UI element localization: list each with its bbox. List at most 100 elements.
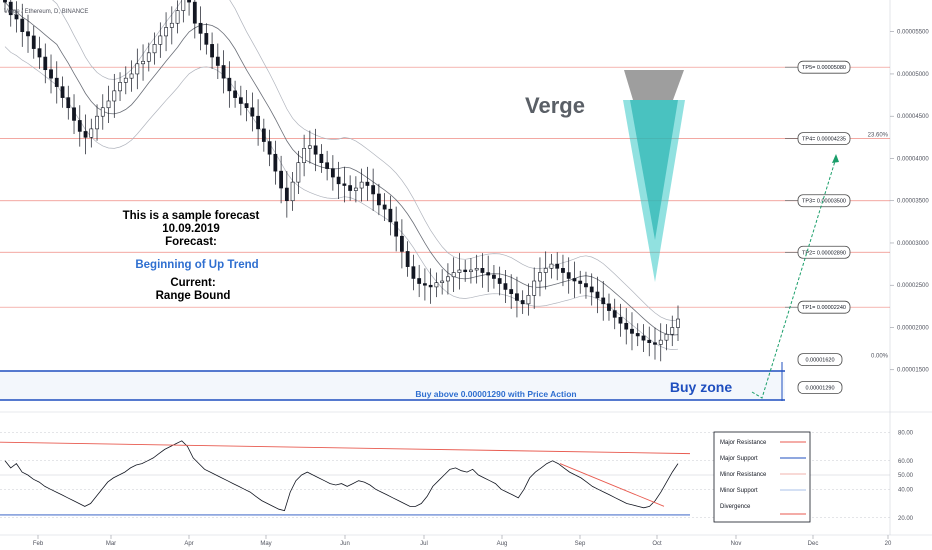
candle (394, 221, 399, 237)
candle (169, 22, 174, 28)
zone-label: 0.00001290 (805, 385, 834, 391)
candle (279, 170, 284, 189)
candle (233, 90, 237, 98)
time-tick-label: Feb (33, 541, 44, 547)
annotation-forecast-value: Beginning of Up Trend (135, 259, 258, 271)
tp-label: TP4= 0.00004235 (802, 137, 846, 143)
legend-item-label: Major Support (720, 456, 758, 462)
candle (342, 183, 347, 186)
tp-label: TP3= 0.00003500 (802, 199, 846, 205)
candle (8, 1, 13, 16)
fib-label: 23.60% (868, 133, 889, 139)
zone-label-box (797, 381, 843, 394)
candle (670, 327, 675, 335)
tp-label: TP2= 0.00002890 (802, 250, 846, 256)
candle (135, 63, 140, 75)
funnel-teal-dark (630, 100, 678, 240)
price-tick-label: 0.00002500 (897, 283, 929, 289)
price-tick-label: 0.00002000 (897, 325, 929, 331)
annotation-current-label: Current: (170, 277, 215, 289)
candle (72, 107, 76, 121)
candle (118, 82, 122, 92)
candle (428, 284, 433, 288)
time-axis-ticks: Feb Mar Apr May Jun Jul Aug Sep Oct Nov Dec 20 (33, 535, 892, 547)
rsi-tick-label: 50.00 (898, 473, 914, 479)
legend-item-label: Minor Resistance (720, 472, 767, 478)
funnel-gray (624, 70, 684, 100)
candle (457, 269, 462, 273)
price-axis (890, 0, 932, 550)
candle (515, 293, 519, 301)
candle (95, 115, 99, 130)
rsi-tick-label: 20.00 (898, 516, 914, 522)
candle (164, 27, 168, 37)
candle (112, 90, 117, 102)
middle-band (4, 1, 679, 336)
candle (26, 31, 30, 37)
time-tick-label: Jun (340, 541, 350, 547)
candle (238, 97, 243, 104)
candle (365, 181, 370, 186)
tp-label: TP5= 0.00005080 (802, 65, 846, 71)
price-tick-label: 0.00003500 (897, 199, 929, 205)
target-arrow-head (832, 154, 839, 163)
rsi-resistance-line (0, 441, 691, 455)
candle (141, 60, 145, 65)
candle (630, 328, 634, 334)
candle (676, 318, 680, 328)
candle (371, 185, 376, 195)
candle (526, 295, 531, 305)
candle (325, 162, 330, 169)
time-tick-label: Mar (106, 541, 116, 547)
candle (399, 235, 404, 252)
legend-items: Major Resistance Major Support Minor Resis… (720, 440, 806, 515)
candle (647, 339, 652, 343)
rsi-tick-label: 40.00 (898, 487, 914, 493)
price-tick-label: 0.00004500 (897, 114, 929, 120)
candle (549, 263, 554, 269)
legend-box (713, 431, 811, 523)
candle (359, 181, 364, 189)
candle (658, 339, 663, 345)
candle (612, 310, 617, 318)
candle (336, 176, 341, 185)
candle (595, 291, 600, 299)
candle (417, 278, 422, 284)
candle (446, 276, 450, 282)
price-tick-label: 0.00004000 (897, 156, 929, 162)
candle (451, 272, 456, 278)
tp-label: TP1= 0.00002240 (802, 305, 846, 311)
time-tick-label: Oct (652, 541, 662, 547)
candle (503, 283, 508, 290)
candle (307, 145, 312, 149)
candle (653, 342, 657, 345)
candle (83, 131, 88, 138)
time-tick-label: Sep (575, 541, 586, 547)
candle (532, 280, 537, 296)
candle (302, 148, 307, 163)
candle (146, 52, 151, 62)
candle (584, 283, 588, 288)
price-tick-label: 0.00005500 (897, 30, 929, 36)
rsi-tick-label: 60.00 (898, 459, 914, 465)
header-symbol: Verge / Ethereum, D, BINANCE (4, 9, 88, 15)
time-tick-label: Apr (184, 541, 193, 547)
tp-box (797, 245, 851, 259)
candle (589, 286, 594, 293)
candle (607, 303, 611, 311)
candle (210, 44, 214, 58)
candle (204, 33, 209, 45)
candle (520, 300, 525, 305)
candle (578, 280, 583, 284)
time-tick-label: Dec (808, 541, 819, 547)
candle (566, 272, 571, 279)
time-tick-label: Nov (731, 541, 742, 547)
candle (618, 317, 623, 324)
tp-box (797, 194, 851, 208)
rsi-divergence-line (559, 463, 665, 507)
price-axis-ticks: 0.00005500 0.00005000 0.00004500 0.00004000… (890, 30, 929, 374)
legend: Major Resistance Major Support Minor Resis… (713, 431, 811, 523)
candle (624, 322, 629, 330)
legend-item-label: Divergence (720, 504, 751, 510)
